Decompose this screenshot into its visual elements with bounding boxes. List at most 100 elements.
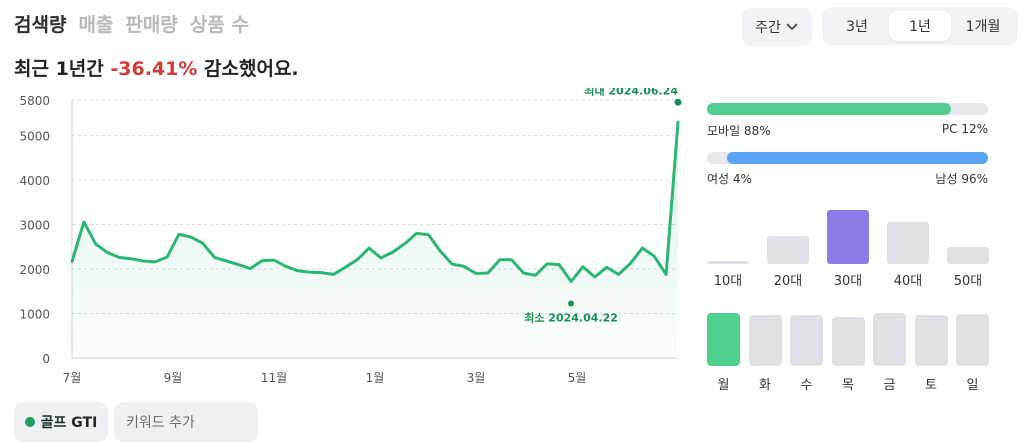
tab-product-count[interactable]: 상품 수 [189, 14, 249, 36]
y-tick-label: 3000 [19, 219, 50, 233]
headline-prefix: 최근 1년간 [14, 58, 111, 80]
age-bar-30 [827, 210, 869, 264]
data-point [605, 266, 608, 269]
data-point [70, 260, 74, 263]
min-annotation-label: 최소 2024.04.22 [524, 310, 618, 324]
data-point [557, 263, 561, 266]
pc-share-label: PC 12% [941, 122, 988, 136]
data-point [367, 246, 371, 250]
range-option-1m[interactable]: 1개월 [965, 19, 1001, 35]
data-point [118, 256, 121, 259]
weekday-label: 수 [800, 378, 813, 393]
add-keyword-button[interactable]: 키워드 추가 [114, 402, 258, 442]
range-option-3y[interactable]: 3년 [846, 19, 868, 35]
x-tick-label: 1월 [366, 371, 385, 385]
data-point [641, 246, 644, 250]
max-annotation-label: 최대 2024.06.24 [584, 88, 678, 97]
age-label: 30대 [833, 274, 863, 289]
data-point [510, 258, 513, 261]
min-marker [568, 300, 575, 307]
data-point [534, 274, 537, 277]
data-point [391, 250, 395, 254]
data-point [320, 271, 323, 274]
data-point [189, 235, 193, 239]
y-tick-label: 2000 [19, 263, 50, 277]
y-tick-label: 5800 [19, 94, 50, 108]
age-distribution-chart: 10대 20대 30대 40대 50대 [700, 200, 1000, 300]
weekday-bar [956, 313, 989, 366]
mobile-share-bar [707, 103, 952, 115]
headline-change: -36.41% [110, 58, 198, 80]
mobile-share-label: 모바일 88% [707, 124, 771, 138]
period-dropdown[interactable]: 주간 [742, 8, 812, 46]
data-point [403, 242, 406, 245]
x-tick-label: 9월 [164, 371, 183, 385]
age-bar-20 [767, 235, 809, 264]
data-point [344, 266, 347, 269]
data-point [213, 256, 216, 259]
range-option-1y[interactable]: 1년 [889, 11, 951, 41]
data-point [260, 259, 264, 262]
weekday-bar [831, 316, 865, 366]
max-marker [674, 98, 682, 106]
data-point [498, 258, 501, 261]
data-point [355, 258, 359, 261]
data-point [165, 255, 169, 259]
data-point [581, 265, 585, 269]
chart-area-fill [72, 122, 678, 358]
age-label: 10대 [713, 274, 743, 289]
data-point [332, 273, 335, 276]
data-point [439, 250, 442, 253]
data-point [272, 258, 276, 262]
age-bar-40 [887, 222, 929, 264]
y-tick-label: 4000 [19, 174, 50, 188]
weekday-label: 목 [842, 378, 854, 393]
tab-sales[interactable]: 판매량 [125, 14, 178, 36]
data-point [94, 242, 97, 246]
y-tick-label: 1000 [19, 308, 50, 322]
x-tick-label: 5월 [568, 371, 587, 385]
data-point [296, 269, 299, 273]
tab-search-volume[interactable]: 검색량 [14, 14, 67, 36]
weekday-label: 토 [925, 378, 937, 393]
range-segmented-control: 3년 1년 1개월 [822, 7, 1018, 45]
data-point [617, 273, 620, 276]
male-share-bar [727, 152, 988, 164]
data-point [153, 260, 157, 264]
data-point [462, 265, 466, 268]
data-point [664, 273, 668, 276]
age-bar-10 [707, 260, 749, 264]
period-dropdown-label: 주간 [755, 20, 781, 36]
data-point [177, 233, 181, 236]
data-point [653, 254, 656, 258]
keyword-color-dot [24, 417, 35, 427]
data-point [474, 272, 478, 275]
tab-revenue[interactable]: 매출 [78, 14, 114, 36]
male-share-label: 남성 96% [935, 172, 988, 186]
data-point [82, 220, 86, 224]
weekday-bar [914, 314, 948, 366]
weekday-bar [790, 314, 823, 366]
x-tick-label: 3월 [467, 371, 486, 385]
data-point [569, 280, 573, 283]
data-point [451, 262, 454, 266]
age-label: 40대 [893, 274, 923, 289]
data-point [415, 232, 418, 235]
data-point [249, 267, 252, 270]
data-point [546, 262, 549, 265]
data-point [629, 262, 632, 265]
age-label: 50대 [953, 274, 983, 289]
weekday-label: 월 [717, 378, 730, 393]
data-point [106, 251, 109, 254]
keyword-chip-active[interactable]: 골프 GTI [14, 402, 108, 442]
chevron-down-icon [786, 23, 798, 31]
headline: 최근 1년간 -36.41% 감소했어요. [14, 54, 299, 81]
data-point [237, 263, 240, 266]
data-point [522, 271, 525, 275]
add-keyword-label: 키워드 추가 [126, 415, 195, 431]
female-share-label: 여성 4% [707, 172, 752, 186]
data-point [427, 233, 430, 236]
data-point [379, 256, 383, 260]
